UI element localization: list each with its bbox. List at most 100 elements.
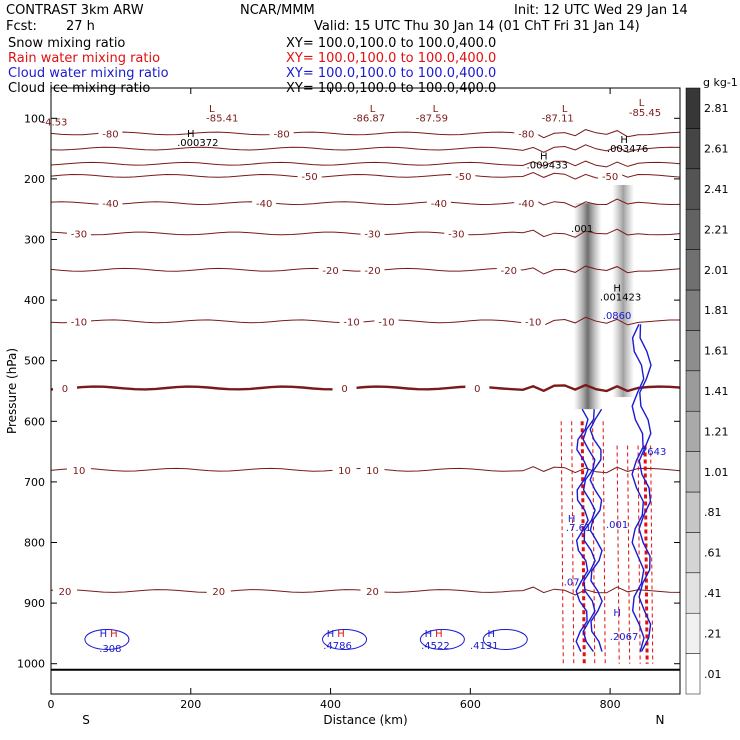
isotherm-label: -40 <box>102 199 118 210</box>
colorbar-tick-label: 1.81 <box>704 304 729 317</box>
legend-xy-snow: XY= 100.0,100.0 to 100.0,400.0 <box>286 36 497 51</box>
colorbar-swatch <box>685 168 701 210</box>
isotherm-label-bg <box>206 583 231 597</box>
colorbar-tick-label: 1.01 <box>704 466 729 479</box>
legend-xy-cloud-water: XY= 100.0,100.0 to 100.0,400.0 <box>286 66 497 81</box>
isotherm-label-bg <box>444 226 469 240</box>
isotherm-label: 10 <box>73 466 86 477</box>
y-tick-label: 700 <box>24 476 45 489</box>
extremum-label: L <box>433 104 439 115</box>
isotherm-label-bg <box>360 583 385 597</box>
x-tick-label: 600 <box>460 698 481 711</box>
isotherm-label: -20 <box>364 266 380 277</box>
colorbar-swatch <box>685 289 701 331</box>
rain-contour <box>650 445 654 664</box>
rain-contour <box>627 445 631 664</box>
isotherm-label-bg <box>66 462 91 476</box>
colorbar-swatch <box>685 330 701 372</box>
cloud-water-contour <box>589 408 603 652</box>
colorbar-tick-label: 2.81 <box>704 102 729 115</box>
isotherm-label-bg <box>269 126 294 140</box>
header-init: Init: 12 UTC Wed 29 Jan 14 <box>514 3 688 18</box>
extremum-label: .0860 <box>603 311 632 322</box>
x-axis-title: Distance (km) <box>323 713 407 727</box>
colorbar-tick-label: .01 <box>704 668 722 681</box>
cloud-water-contour <box>638 324 652 652</box>
plot-frame <box>50 87 681 695</box>
colorbar-swatch <box>685 249 701 291</box>
isotherm-label-bg <box>297 168 322 182</box>
isotherm-label-bg <box>360 462 385 476</box>
x-end-label-left: S <box>82 713 90 727</box>
colorbar-tick-label: .81 <box>704 506 722 519</box>
cloud-water-contour <box>631 324 645 652</box>
isotherm-label-bg <box>252 196 277 210</box>
header-valid: Valid: 15 UTC Thu 30 Jan 14 (01 ChT Fri … <box>314 19 640 34</box>
colorbar-tick-label: 1.21 <box>704 425 729 438</box>
snow-plume-east <box>612 184 635 398</box>
extremum-label: H <box>425 629 433 640</box>
cloud-water-low-contour <box>419 628 465 650</box>
isotherm-label: -80 <box>273 129 289 140</box>
extremum-label: -4.53 <box>42 118 68 129</box>
rain-contour <box>637 445 641 664</box>
isotherm-label: -50 <box>602 172 618 183</box>
isotherm-label: -80 <box>102 129 118 140</box>
colorbar-tick-label: 2.21 <box>704 223 729 236</box>
isotherm-label: 20 <box>212 587 225 598</box>
cloud-water-contour <box>575 408 589 652</box>
isotherm-label: 20 <box>366 587 379 598</box>
y-tick-label: 800 <box>24 537 45 550</box>
extremum-label: H <box>620 135 628 146</box>
isotherm-label: 0 <box>62 384 68 395</box>
legend-xy-rain: XY= 100.0,100.0 to 100.0,400.0 <box>286 51 497 66</box>
rain-contour <box>616 445 620 664</box>
isotherm-label: -30 <box>448 229 464 240</box>
snow-plume-west <box>573 203 602 410</box>
isotherm--70 <box>50 144 681 153</box>
colorbar-unit: g kg-1 <box>703 76 738 89</box>
extremum-label: -85.41 <box>206 113 238 124</box>
x-tick-label: 800 <box>600 698 621 711</box>
colorbar-swatch <box>685 491 701 533</box>
isotherm-label-bg <box>465 380 490 394</box>
y-tick-label: 200 <box>24 173 45 186</box>
colorbar-tick-label: .41 <box>704 587 722 600</box>
colorbar-tick-label: .61 <box>704 547 722 560</box>
isotherm-label: -50 <box>301 172 317 183</box>
isotherm-label: -40 <box>431 199 447 210</box>
x-end-label-right: N <box>656 713 665 727</box>
isotherm-label-bg <box>332 462 357 476</box>
isotherm-label-bg <box>496 262 521 276</box>
extremum-label: H <box>613 284 621 295</box>
x-tick-label: 400 <box>320 698 341 711</box>
extremum-label: -87.59 <box>416 113 448 124</box>
extremum-label: .001423 <box>600 293 641 304</box>
isotherm-label-bg <box>514 196 539 210</box>
colorbar-swatch <box>685 370 701 412</box>
isotherm-label-bg <box>98 196 123 210</box>
isotherm-label: -80 <box>518 129 534 140</box>
colorbar-swatch <box>685 532 701 574</box>
extremum-label: .4522 <box>421 641 450 652</box>
y-tick-label: 400 <box>24 294 45 307</box>
isotherm-label-bg <box>98 126 123 140</box>
rain-contour <box>571 421 575 664</box>
extremum-label: .009433 <box>527 161 568 172</box>
x-tick-label: 200 <box>180 698 201 711</box>
colorbar-tick-label: 1.61 <box>704 345 729 358</box>
isotherm-label-bg <box>451 168 476 182</box>
isotherm-label: 0 <box>341 384 347 395</box>
isotherm-label: 0 <box>474 384 480 395</box>
extremum-label: L <box>639 98 645 109</box>
extremum-label: L <box>562 104 568 115</box>
isotherm-label-bg <box>521 314 546 328</box>
extremum-label: L <box>370 104 376 115</box>
isotherm-label-bg <box>318 262 343 276</box>
isotherm-label: -10 <box>525 317 541 328</box>
y-tick-label: 1000 <box>17 658 45 671</box>
extremum-label: -87.11 <box>542 113 574 124</box>
cloud-water-low-contour <box>322 628 368 650</box>
isotherm-label: -20 <box>501 266 517 277</box>
isotherm--80 <box>50 129 681 139</box>
